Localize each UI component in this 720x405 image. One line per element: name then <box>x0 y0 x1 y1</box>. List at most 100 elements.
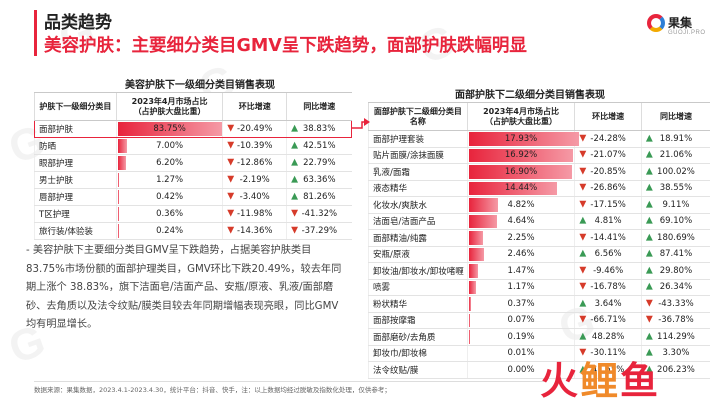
column-header: 护肤下一级细分类目 <box>34 92 117 121</box>
arrow-down-icon: ▼ <box>579 347 587 358</box>
mom-growth-cell: ▼ -26.86% <box>574 180 642 197</box>
growth-value: -26.86% <box>590 183 626 194</box>
yoy-growth-cell: ▲ 38.55% <box>640 180 710 197</box>
share-value: 4.64% <box>507 216 535 227</box>
category-name: 男士护肤 <box>34 171 117 189</box>
category-name: 安瓶/原液 <box>368 246 468 263</box>
table-row: 贴片面膜/涂抹面膜 16.92% ▼ -21.07% ▲ 21.06% <box>368 147 710 164</box>
mom-growth-cell: ▼ -20.49% <box>222 120 287 138</box>
mom-growth-cell: ▼ -3.40% <box>222 188 287 206</box>
mom-growth-cell: ▼ -20.85% <box>574 163 642 181</box>
growth-value: -3.40% <box>239 192 270 202</box>
market-share-cell: 1.47% <box>466 262 575 280</box>
growth-value: 63.36% <box>303 175 336 185</box>
arrow-up-icon: ▲ <box>645 149 653 160</box>
mom-growth-cell: ▼ -21.07% <box>574 147 642 164</box>
share-bar <box>117 122 222 136</box>
category-name: 面部护肤 <box>34 120 117 138</box>
category-name: 贴片面膜/涂抹面膜 <box>368 147 468 164</box>
header-accent-bar <box>34 10 37 56</box>
category-name: 卸妆油/卸妆水/卸妆啫喱 <box>368 262 468 280</box>
share-value: 14.44% <box>504 183 538 194</box>
left-table-title: 美容护肤下一级细分类目销售表现 <box>125 80 275 91</box>
yoy-growth-cell: ▲ 81.26% <box>286 188 352 206</box>
share-bar <box>117 190 119 204</box>
brand-char: 鱼 <box>620 359 661 403</box>
share-bar <box>468 247 484 261</box>
column-header: 2023年4月市场占比 （占护肤大盘比重） <box>466 102 575 131</box>
arrow-down-icon: ▼ <box>579 265 587 276</box>
arrow-down-icon: ▼ <box>579 133 587 144</box>
arrow-down-icon: ▼ <box>227 123 235 134</box>
table-row: 卸妆油/卸妆水/卸妆啫喱 1.47% ▼ -9.46% ▲ 29.80% <box>368 262 710 280</box>
arrow-up-icon: ▲ <box>645 166 653 177</box>
arrow-down-icon: ▼ <box>579 149 587 160</box>
category-title: 品类趋势 <box>44 13 112 33</box>
growth-value: -36.78% <box>658 315 694 326</box>
yoy-growth-cell: ▼ -36.78% <box>640 312 710 329</box>
table-row: 男士护肤 1.27% ▼ -2.19% ▲ 63.36% <box>34 171 352 189</box>
arrow-up-icon: ▲ <box>579 215 587 226</box>
yoy-growth-cell: ▲ 38.83% <box>286 120 352 138</box>
arrow-up-icon: ▲ <box>579 298 587 309</box>
arrow-up-icon: ▲ <box>645 232 653 243</box>
growth-value: 114.29% <box>657 331 695 342</box>
table-row: 旅行装/体验装 0.24% ▼ -14.36% ▼ -37.29% <box>34 222 352 240</box>
share-value: 0.01% <box>507 348 535 359</box>
yoy-growth-cell: ▲ 3.30% <box>640 345 710 362</box>
growth-value: -20.85% <box>590 166 626 177</box>
share-value: 2.25% <box>507 232 535 243</box>
growth-value: -11.98% <box>236 209 273 219</box>
mom-growth-cell: ▲ 4.81% <box>574 213 642 230</box>
share-value: 0.19% <box>507 331 535 342</box>
brand-char: 鲤 <box>580 359 621 403</box>
market-share-cell: 1.27% <box>115 171 223 189</box>
growth-value: 4.81% <box>594 216 622 227</box>
yoy-growth-cell: ▲ 114.29% <box>640 328 710 346</box>
arrow-up-icon: ▲ <box>645 281 653 292</box>
arrow-down-icon: ▼ <box>291 225 299 236</box>
logo-name: 果集 <box>668 16 693 30</box>
mom-growth-cell: ▲ 3.64% <box>574 295 642 313</box>
logo-subtitle: GUOJI.PRO <box>668 30 706 36</box>
category-name: 面部护理套装 <box>368 130 468 148</box>
category-name: 旅行装/体验装 <box>34 222 117 240</box>
growth-value: -16.78% <box>590 282 626 293</box>
share-value: 16.92% <box>504 150 538 161</box>
growth-value: 100.02% <box>657 166 695 177</box>
arrow-down-icon: ▼ <box>645 298 653 309</box>
arrow-up-icon: ▲ <box>645 265 653 276</box>
growth-value: -12.86% <box>236 158 273 168</box>
arrow-down-icon: ▼ <box>579 182 587 193</box>
table-row: 卸妆巾/卸妆棉 0.01% ▼ -30.11% ▲ 3.30% <box>368 345 710 362</box>
arrow-down-icon: ▼ <box>227 174 235 185</box>
growth-value: 3.30% <box>662 348 690 359</box>
table-row: 乳液/面霜 16.90% ▼ -20.85% ▲ 100.02% <box>368 163 710 181</box>
category-name: 防晒 <box>34 137 117 155</box>
arrow-up-icon: ▲ <box>645 347 653 358</box>
growth-value: -14.41% <box>590 232 626 243</box>
market-share-cell: 0.37% <box>466 295 575 313</box>
market-share-cell: 4.64% <box>466 213 575 230</box>
right-subcategory-table: 面部护肤下二级细分类目 名称 2023年4月市场占比 （占护肤大盘比重） 环比增速 … <box>368 102 710 379</box>
market-share-cell: 6.20% <box>115 154 223 172</box>
growth-value: 26.34% <box>659 282 693 293</box>
share-value: 1.17% <box>507 282 535 293</box>
column-header: 面部护肤下二级细分类目 名称 <box>368 102 468 131</box>
category-name: 液态精华 <box>368 180 468 197</box>
table-row: 眼部护理 6.20% ▼ -12.86% ▲ 22.79% <box>34 154 352 172</box>
footer-source: 数据来源：果集数据，2023.4.1-2023.4.30，统计平台：抖音、快手，… <box>34 386 391 394</box>
market-share-cell: 14.44% <box>466 180 575 197</box>
share-bar <box>468 297 471 311</box>
yoy-growth-cell: ▼ -43.33% <box>640 295 710 313</box>
arrow-down-icon: ▼ <box>579 232 587 243</box>
arrow-up-icon: ▲ <box>291 174 299 185</box>
growth-value: -37.29% <box>301 226 338 236</box>
arrow-up-icon: ▲ <box>645 199 653 210</box>
table-row: 面部护肤 83.75% ▼ -20.49% ▲ 38.83% <box>34 120 352 138</box>
share-bar <box>468 330 470 344</box>
growth-value: -30.11% <box>590 348 626 359</box>
table-row: 唇部护理 0.42% ▼ -3.40% ▲ 81.26% <box>34 188 352 206</box>
arrow-up-icon: ▲ <box>579 331 587 342</box>
market-share-cell: 83.75% <box>115 120 223 138</box>
